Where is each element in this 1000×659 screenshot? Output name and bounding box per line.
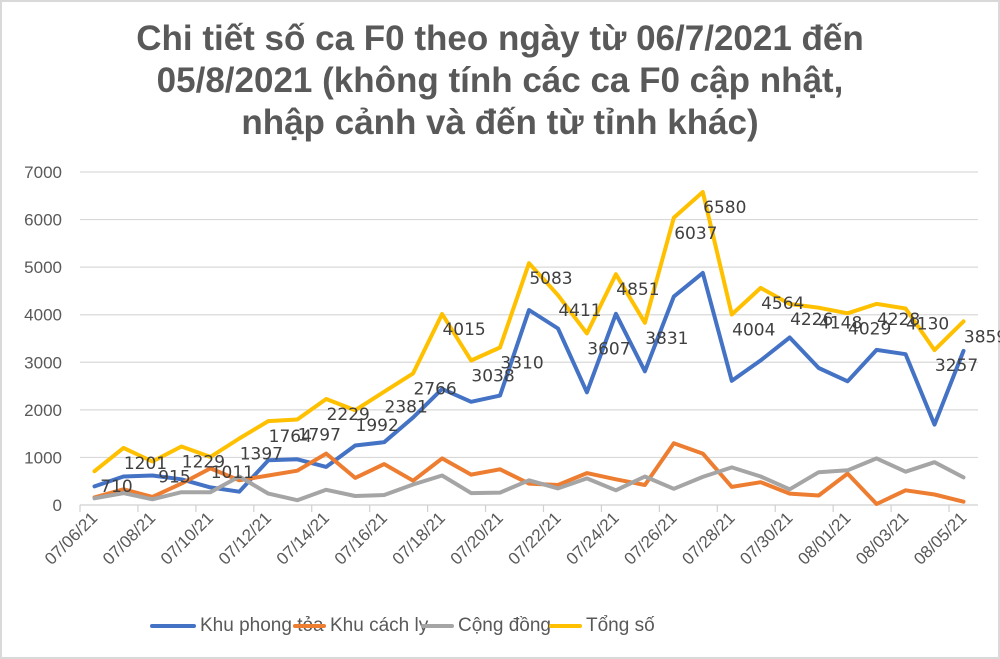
y-tick-label: 3000 (24, 353, 62, 372)
legend-label: Cộng đồng (458, 615, 551, 636)
y-axis: 0 1000 2000 3000 4000 5000 6000 7000 (24, 163, 62, 515)
y-tick-label: 1000 (24, 448, 62, 467)
data-label-total: 3607 (587, 339, 630, 359)
x-tick-label: 07/18/21 (389, 508, 449, 568)
chart-title-line-1: Chi tiết số ca F0 theo ngày từ 06/7/2021… (136, 19, 864, 58)
x-tick-label: 08/03/21 (852, 508, 912, 568)
x-tick-label: 07/30/21 (736, 508, 796, 568)
data-label-total: 2381 (385, 398, 428, 418)
legend-item-tong-so[interactable]: Tổng số (549, 612, 655, 640)
data-label-total: 1397 (240, 445, 283, 465)
data-label-total: 4564 (761, 294, 804, 314)
x-tick-label: 07/06/21 (41, 508, 101, 568)
series-line-khu-phong-tỏa (92, 270, 966, 494)
legend-swatch-yellow-line-icon (549, 624, 582, 628)
y-tick-label: 6000 (24, 211, 62, 230)
legend-label: Khu cách ly (330, 615, 429, 636)
data-label-total: 1797 (298, 426, 341, 446)
legend-swatch-blue-line-icon (150, 624, 196, 628)
chart-title-line-3: nhập cảnh và đến từ tỉnh khác) (241, 103, 759, 142)
x-tick-label: 08/01/21 (794, 508, 854, 568)
legend-item-cong-dong[interactable]: Cộng đồng (421, 612, 551, 640)
legend-item-khu-phong-toa[interactable]: Khu phong tỏa (150, 612, 324, 640)
data-label-total: 1992 (356, 416, 399, 436)
data-label-total: 1764 (269, 427, 312, 447)
series-lines (92, 190, 966, 506)
data-label-total: 1011 (211, 463, 254, 483)
legend-swatch-orange-line-icon (293, 624, 326, 628)
data-label-total: 3038 (471, 366, 514, 386)
data-label-total: 2229 (327, 405, 370, 425)
data-label-total: 4004 (732, 321, 775, 341)
data-label-total: 3310 (500, 354, 543, 374)
data-label-total: 1201 (124, 454, 167, 474)
x-tick-label: 07/16/21 (331, 508, 391, 568)
data-label-total: 6037 (674, 224, 717, 244)
legend-swatch-gray-line-icon (421, 624, 454, 628)
y-tick-label: 5000 (24, 258, 62, 277)
data-label-total: 3257 (935, 356, 978, 376)
x-tick-label: 07/10/21 (157, 508, 217, 568)
series-line-tổng-số (92, 190, 966, 474)
data-label-total: 6580 (703, 198, 746, 218)
x-tick-label: 07/26/21 (620, 508, 680, 568)
data-label-total: 1229 (182, 453, 225, 473)
y-tick-label: 4000 (24, 306, 62, 325)
x-tick-label: 07/24/21 (562, 508, 622, 568)
legend-label: Tổng số (586, 615, 655, 636)
data-label-total: 4148 (819, 314, 862, 334)
series-line-cộng-đồng (92, 456, 966, 503)
x-tick-label: 07/12/21 (215, 508, 275, 568)
data-label-total: 915 (158, 467, 190, 487)
y-tick-label: 2000 (24, 401, 62, 420)
data-label-total: 710 (100, 477, 132, 497)
x-tick-label: 07/22/21 (505, 508, 565, 568)
data-labels: 710 1201915122910111397176417972229199223… (100, 198, 1000, 497)
series-line-khu-cách-ly (92, 441, 966, 506)
y-tick-label: 0 (53, 496, 62, 515)
chart-title-line-2: 05/8/2021 (không tính các ca F0 cập nhật… (156, 61, 844, 100)
data-label-total: 4015 (442, 320, 485, 340)
x-tick-label: 08/05/21 (910, 508, 970, 568)
x-axis: 07/06/2107/08/2107/10/2107/12/2107/14/21… (41, 505, 970, 569)
data-label-total: 3831 (645, 329, 688, 349)
x-tick-label: 07/08/21 (99, 508, 159, 568)
x-tick-label: 07/14/21 (273, 508, 333, 568)
data-label-total: 4851 (616, 280, 659, 300)
legend-label: Khu phong tỏa (200, 615, 324, 636)
data-label-total: 4228 (877, 310, 920, 330)
x-tick-label: 07/20/21 (447, 508, 507, 568)
data-label-total: 4226 (790, 310, 833, 330)
data-label-total: 4029 (848, 319, 891, 339)
chart-title: Chi tiết số ca F0 theo ngày từ 06/7/2021… (0, 18, 1000, 144)
data-label-total: 4130 (906, 315, 949, 335)
legend-item-khu-cach-ly[interactable]: Khu cách ly (293, 612, 428, 640)
y-tick-label: 7000 (24, 163, 62, 182)
x-tick-label: 07/28/21 (678, 508, 738, 568)
data-label-total: 2766 (413, 379, 456, 399)
legend: Khu phong tỏa Khu cách ly Cộng đồng Tổng… (0, 612, 1000, 640)
data-label-total: 5083 (529, 269, 572, 289)
data-label-total: 4411 (558, 301, 601, 321)
data-label-total: 3859 (964, 327, 1000, 347)
gridlines (80, 171, 978, 506)
